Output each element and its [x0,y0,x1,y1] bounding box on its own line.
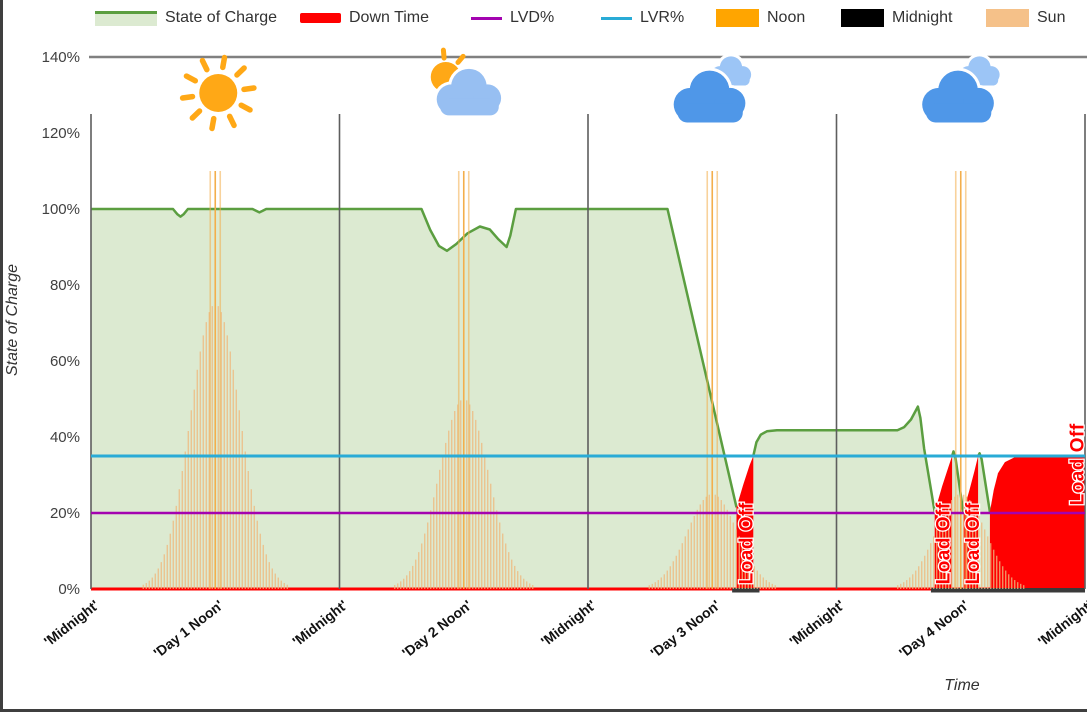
weather-icon-sunny [179,54,257,132]
legend-label-lvr: LVR% [640,9,685,26]
y-tick-label: 120% [42,125,80,142]
noon-markers [209,171,967,589]
window-left-border [0,0,3,712]
y-axis-tick-labels: 0% 20% 40% 60% 80% 100% 120% 140% [42,49,80,598]
x-axis-title: Time [944,677,980,694]
weather-icon-partly-cloudy [430,47,505,118]
y-axis-title: State of Charge [4,264,21,376]
downtime-area [989,457,1085,589]
legend-label-sun: Sun [1037,9,1066,26]
y-tick-label: 40% [50,429,80,446]
legend-label-down-time: Down Time [349,9,430,26]
soc-series [91,207,992,589]
downtime-area [934,456,953,589]
y-tick-label: 60% [50,353,80,370]
load-off-label: Load Off [737,502,758,584]
load-off-label: Load Off [1068,423,1087,505]
legend-item-down-time[interactable]: Down Time [300,6,429,30]
window-bottom-border [0,709,1087,712]
soc-area [91,209,737,589]
sun-swatch [986,9,1029,27]
noon-swatch [716,9,759,27]
lvd-swatch [471,16,502,20]
legend-label-lvd: LVD% [510,9,555,26]
state-of-charge-swatch [95,10,157,26]
x-tick-label: 'Midnight' [41,597,102,650]
downtime-base-segment [732,588,760,593]
x-tick-label: 'Day 1 Noon' [150,597,226,661]
legend-item-lvr[interactable]: LVR% [601,6,684,30]
y-tick-label: 100% [42,201,80,218]
load-off-label: Load Off [933,502,954,584]
load-off-label: Load Off [963,502,984,584]
y-tick-label: 0% [58,581,80,598]
weather-icon-cloudy [919,53,1003,126]
legend-label-state-of-charge: State of Charge [165,9,278,26]
weather-icon-cloudy [670,53,755,126]
legend-label-noon: Noon [767,9,806,26]
chart-legend: State of Charge Down Time LVD% LVR% Noon… [0,6,1087,30]
y-tick-label: 140% [42,49,80,66]
downtime-area [736,456,754,589]
soc-area [978,453,990,589]
x-tick-label: 'Day 3 Noon' [647,597,723,661]
y-tick-label: 80% [50,277,80,294]
soc-line [91,207,738,508]
x-tick-label: 'Day 2 Noon' [399,597,475,661]
x-tick-label: 'Day 4 Noon' [896,597,972,661]
down-time-swatch [300,13,341,23]
downtime-base-segment [930,588,1085,593]
legend-label-midnight: Midnight [892,9,953,26]
legend-item-state-of-charge[interactable]: State of Charge [95,6,277,30]
midnight-markers [90,114,1086,589]
x-tick-label: 'Midnight' [289,597,350,650]
legend-item-midnight[interactable]: Midnight [841,6,952,30]
midnight-swatch [841,9,884,27]
legend-item-sun[interactable]: Sun [986,6,1065,30]
load-off-labels: Load Off Load Off Load Off Load Off [735,422,1087,586]
soc-area [753,406,935,589]
x-tick-label: 'Midnight' [1035,597,1087,650]
x-tick-label: 'Midnight' [786,597,847,650]
legend-item-noon[interactable]: Noon [716,6,805,30]
downtime-areas [736,456,1085,589]
legend-item-lvd[interactable]: LVD% [471,6,554,30]
soc-line [752,405,936,513]
lvr-swatch [601,16,632,20]
x-tick-label: 'Midnight' [538,597,599,650]
y-tick-label: 20% [50,505,80,522]
x-axis-tick-labels: 'Midnight' 'Day 1 Noon' 'Midnight' 'Day 2 N… [41,597,1087,661]
